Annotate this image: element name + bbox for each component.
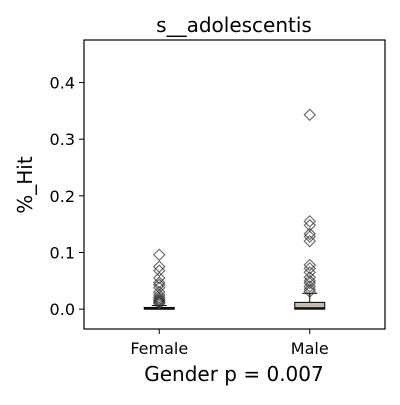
- y-tick-label: 0.4: [50, 74, 75, 93]
- y-axis-label: %_Hit: [13, 156, 37, 214]
- outlier-point: [152, 293, 166, 307]
- y-tick-label: 0.3: [50, 130, 75, 149]
- outlier-point: [152, 278, 166, 292]
- outlier-point: [152, 294, 166, 308]
- outlier-point: [152, 248, 166, 262]
- outlier-point: [303, 285, 317, 298]
- outlier-point: [303, 258, 317, 272]
- outlier-point: [152, 288, 166, 302]
- outlier-point: [152, 271, 166, 285]
- y-tick-label: 0.1: [50, 244, 75, 263]
- x-axis-label: Gender p = 0.007: [144, 362, 323, 386]
- outlier-point: [303, 108, 317, 122]
- outlier-point: [303, 234, 317, 248]
- outlier-point: [303, 283, 317, 296]
- outlier-point: [152, 296, 166, 309]
- outlier-point: [152, 276, 166, 289]
- box-male: [294, 301, 326, 310]
- outlier-point: [303, 276, 317, 290]
- plot-area: 0.0 0.1 0.2 0.3 0.4 Female Male: [50, 74, 329, 359]
- x-tick-label: Male: [291, 339, 329, 358]
- y-tick-label: 0.0: [50, 300, 75, 319]
- outlier-point: [152, 292, 166, 306]
- outlier-point: [303, 262, 317, 275]
- outlier-point: [303, 271, 317, 284]
- outlier-point: [303, 215, 317, 228]
- outlier-point: [152, 297, 166, 310]
- outlier-point: [303, 230, 317, 243]
- chart-title: s__adolescentis: [156, 13, 312, 37]
- outlier-point: [152, 290, 166, 304]
- y-tick-label: 0.2: [50, 187, 75, 206]
- x-tick-label: Female: [130, 339, 188, 358]
- plot-frame: [83, 39, 386, 330]
- outlier-point: [303, 219, 317, 232]
- outlier-point: [152, 264, 166, 277]
- outlier-point: [303, 227, 317, 241]
- outlier-point: [303, 280, 317, 293]
- outlier-point: [152, 260, 166, 273]
